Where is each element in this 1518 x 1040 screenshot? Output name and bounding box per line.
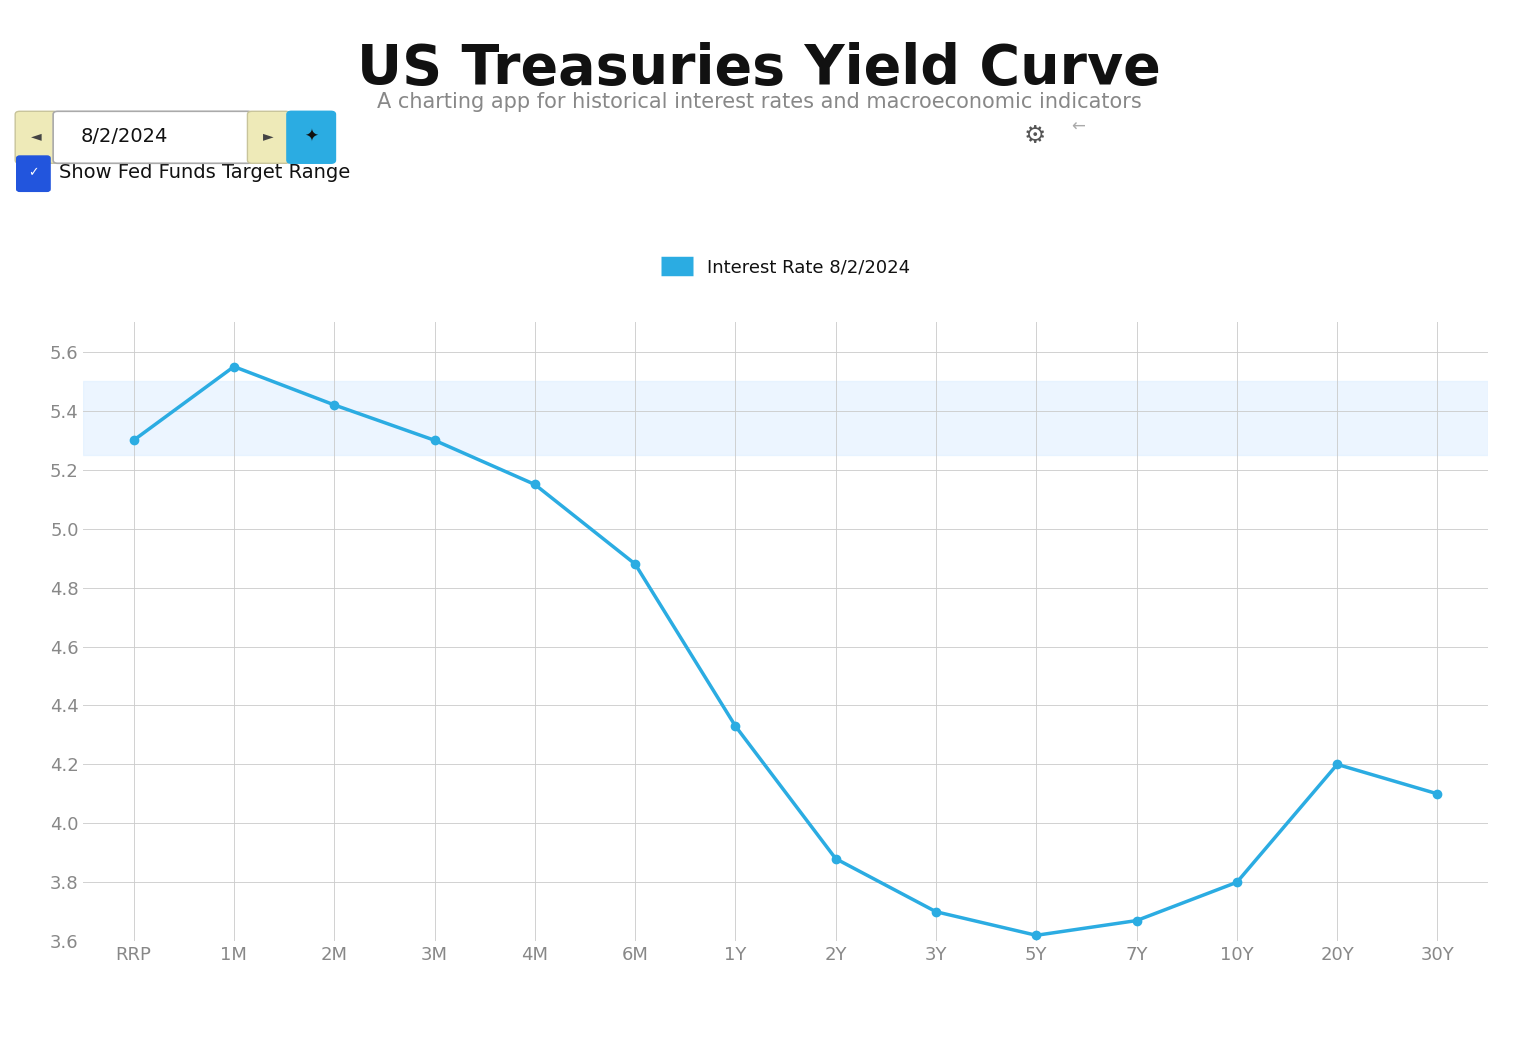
- Text: ✓: ✓: [29, 166, 38, 179]
- Text: ←: ←: [1070, 118, 1085, 136]
- Text: A charting app for historical interest rates and macroeconomic indicators: A charting app for historical interest r…: [376, 92, 1142, 111]
- Text: 8/2/2024: 8/2/2024: [80, 127, 168, 146]
- Bar: [83, 382, 1488, 456]
- Text: ✦: ✦: [304, 127, 319, 146]
- Text: ◄: ◄: [32, 129, 41, 144]
- Text: US Treasuries Yield Curve: US Treasuries Yield Curve: [357, 42, 1161, 96]
- Legend: Interest Rate 8/2/2024: Interest Rate 8/2/2024: [653, 251, 918, 284]
- Text: Show Fed Funds Target Range: Show Fed Funds Target Range: [59, 163, 351, 182]
- Text: ⚙: ⚙: [1025, 124, 1046, 149]
- Text: ►: ►: [264, 129, 273, 144]
